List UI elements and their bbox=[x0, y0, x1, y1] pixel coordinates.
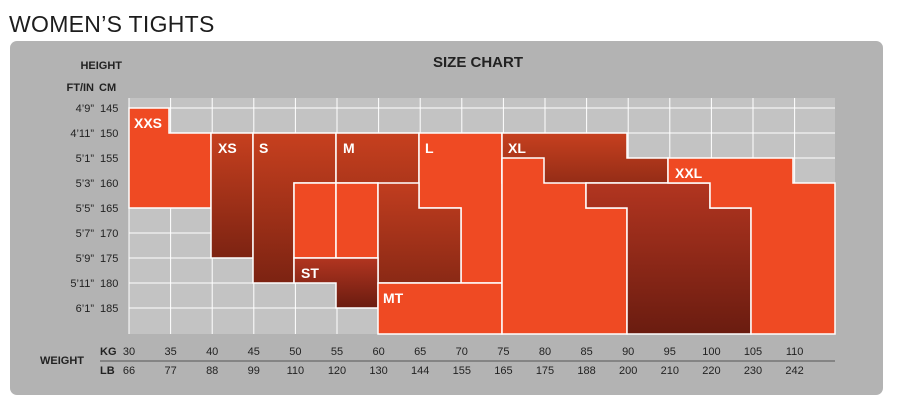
cm-tick-label: 150 bbox=[100, 128, 118, 140]
kg-tick-label: 80 bbox=[539, 346, 551, 358]
region-st bbox=[293, 257, 379, 309]
lb-tick-label: 77 bbox=[164, 365, 176, 377]
weight-ticks: 30 66 35 77 40 88 45 99 50 110 55 120 60 130 65 144 70 15… bbox=[123, 346, 804, 377]
cm-tick-label: 165 bbox=[100, 203, 118, 215]
size-chart: XXS XS S ST M MT L XL XXL SIZE CHART HEI… bbox=[40, 54, 836, 377]
cm-tick-label: 185 bbox=[100, 303, 118, 315]
region-m-right bbox=[335, 182, 379, 259]
cm-header: CM bbox=[99, 82, 116, 94]
size-chart-panel: XXS XS S ST M MT L XL XXL SIZE CHART HEI… bbox=[10, 41, 883, 395]
lb-tick-label: 220 bbox=[702, 365, 720, 377]
size-label-s: S bbox=[259, 140, 268, 156]
ft-in-header: FT/IN bbox=[67, 82, 95, 94]
ft-in-tick-label: 5’5” bbox=[76, 203, 95, 215]
lb-tick-label: 165 bbox=[494, 365, 512, 377]
kg-header: KG bbox=[100, 346, 117, 358]
lb-tick-label: 230 bbox=[744, 365, 762, 377]
lb-tick-label: 66 bbox=[123, 365, 135, 377]
size-label-xxs: XXS bbox=[134, 115, 162, 131]
cm-tick-label: 175 bbox=[100, 253, 118, 265]
size-label-mt: MT bbox=[383, 290, 404, 306]
size-label-m: M bbox=[343, 140, 355, 156]
lb-tick-label: 210 bbox=[661, 365, 679, 377]
cm-tick-label: 155 bbox=[100, 153, 118, 165]
kg-tick-label: 95 bbox=[664, 346, 676, 358]
kg-tick-label: 35 bbox=[164, 346, 176, 358]
lb-tick-label: 175 bbox=[536, 365, 554, 377]
lb-tick-label: 144 bbox=[411, 365, 429, 377]
kg-tick-label: 70 bbox=[456, 346, 468, 358]
ft-in-tick-label: 4’11” bbox=[70, 128, 94, 140]
size-label-xxl: XXL bbox=[675, 165, 703, 181]
size-label-l: L bbox=[425, 140, 434, 156]
size-label-xl: XL bbox=[508, 140, 526, 156]
lb-header: LB bbox=[100, 365, 115, 377]
cm-tick-label: 145 bbox=[100, 103, 118, 115]
ft-in-tick-label: 5’9” bbox=[76, 253, 95, 265]
kg-tick-label: 55 bbox=[331, 346, 343, 358]
kg-tick-label: 90 bbox=[622, 346, 634, 358]
weight-axis-label: WEIGHT bbox=[40, 355, 84, 367]
lb-tick-label: 120 bbox=[328, 365, 346, 377]
height-ticks: 4’9” 145 4’11” 150 5’1” 155 5’3” 160 5’5” 165 5’7”… bbox=[70, 103, 118, 315]
region-xxl bbox=[667, 157, 836, 335]
lb-tick-label: 110 bbox=[287, 365, 305, 377]
kg-tick-label: 45 bbox=[248, 346, 260, 358]
cm-tick-label: 180 bbox=[100, 278, 118, 290]
lb-tick-label: 155 bbox=[453, 365, 471, 377]
height-axis-label: HEIGHT bbox=[80, 60, 122, 72]
kg-tick-label: 105 bbox=[744, 346, 762, 358]
ft-in-tick-label: 5’1” bbox=[76, 153, 95, 165]
lb-tick-label: 130 bbox=[369, 365, 387, 377]
lb-tick-label: 242 bbox=[785, 365, 803, 377]
ft-in-tick-label: 4’9” bbox=[76, 103, 95, 115]
kg-tick-label: 65 bbox=[414, 346, 426, 358]
lb-tick-label: 88 bbox=[206, 365, 218, 377]
size-label-xs: XS bbox=[218, 140, 237, 156]
kg-tick-label: 110 bbox=[786, 346, 804, 358]
lb-tick-label: 188 bbox=[577, 365, 595, 377]
lb-tick-label: 200 bbox=[619, 365, 637, 377]
size-label-st: ST bbox=[301, 265, 319, 281]
ft-in-tick-label: 5’3” bbox=[76, 178, 95, 190]
kg-tick-label: 60 bbox=[372, 346, 384, 358]
ft-in-tick-label: 5’11” bbox=[70, 278, 94, 290]
kg-tick-label: 75 bbox=[497, 346, 509, 358]
kg-tick-label: 85 bbox=[580, 346, 592, 358]
page-title: WOMEN’S TIGHTS bbox=[9, 11, 215, 37]
ft-in-tick-label: 6’1” bbox=[76, 303, 95, 315]
chart-title: SIZE CHART bbox=[433, 54, 523, 71]
lb-tick-label: 99 bbox=[248, 365, 260, 377]
cm-tick-label: 160 bbox=[100, 178, 118, 190]
ft-in-tick-label: 5’7” bbox=[76, 228, 95, 240]
kg-tick-label: 40 bbox=[206, 346, 218, 358]
kg-tick-label: 30 bbox=[123, 346, 135, 358]
kg-tick-label: 100 bbox=[702, 346, 720, 358]
kg-tick-label: 50 bbox=[289, 346, 301, 358]
cm-tick-label: 170 bbox=[100, 228, 118, 240]
